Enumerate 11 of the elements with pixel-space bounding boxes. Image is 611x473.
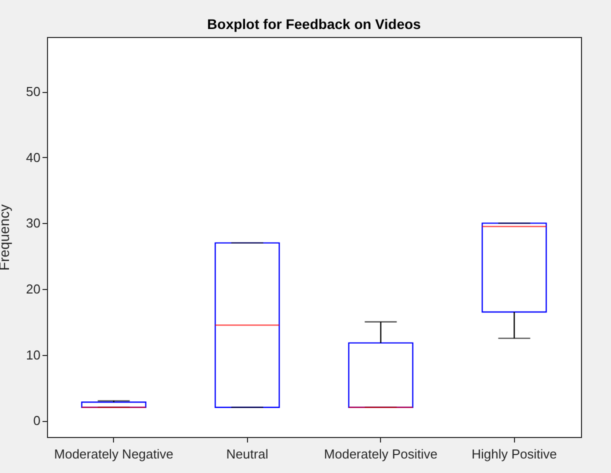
y-tick-label: 20 <box>26 281 40 296</box>
y-tick-label: 10 <box>26 347 40 362</box>
y-tick-label: 0 <box>33 413 40 428</box>
x-tick-label: Moderately Negative <box>54 446 174 462</box>
x-tick-label: Moderately Positive <box>324 446 438 462</box>
x-tick-label: Highly Positive <box>472 446 557 462</box>
y-tick-label: 30 <box>26 216 40 231</box>
y-tick-label: 40 <box>26 150 40 165</box>
chart-title: Boxplot for Feedback on Videos <box>207 16 422 32</box>
y-tick-label: 50 <box>26 84 40 100</box>
x-tick-label: Neutral <box>226 446 268 462</box>
